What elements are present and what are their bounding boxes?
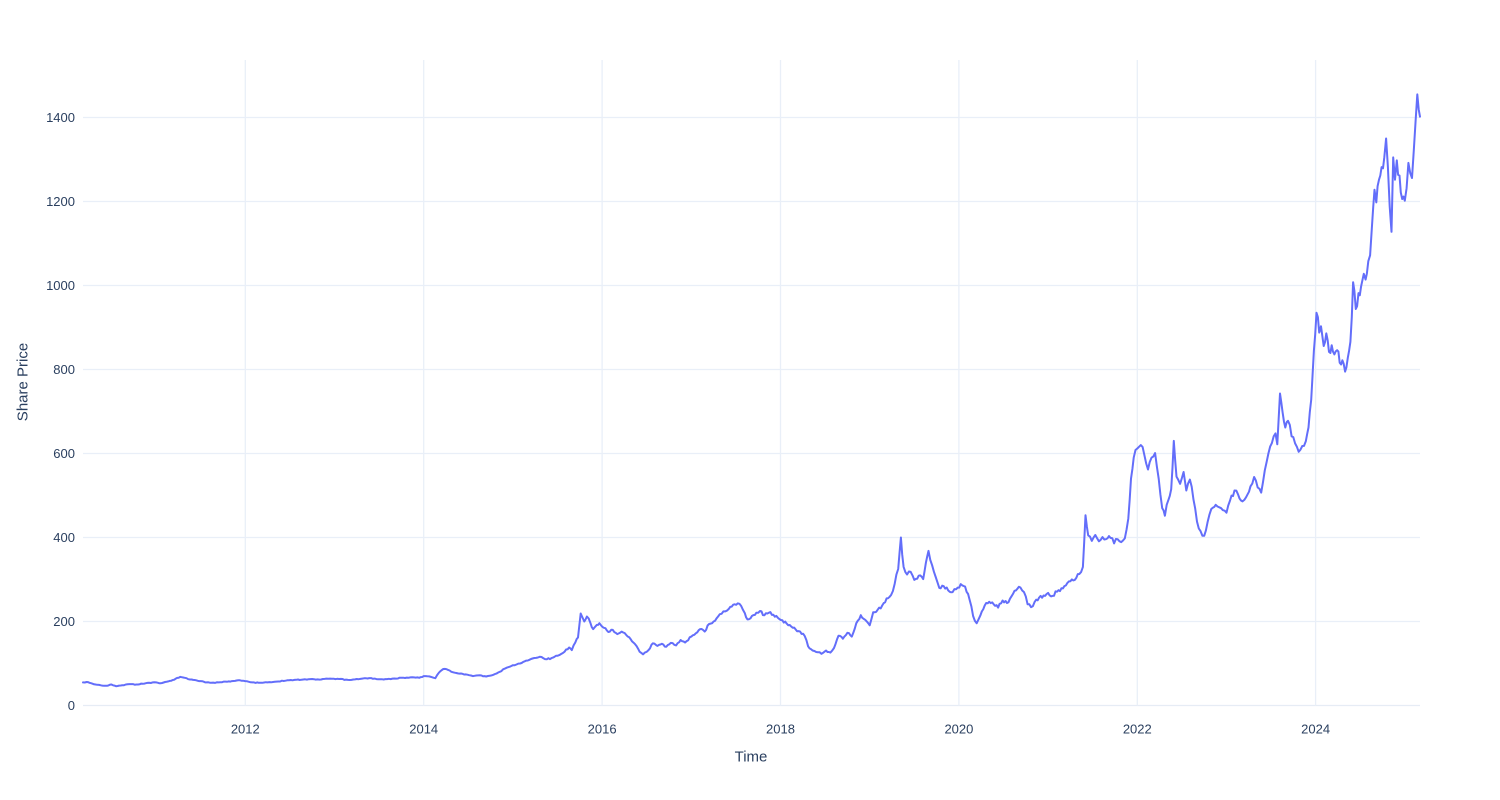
x-axis-title: Time	[734, 748, 768, 766]
x-tick-label: 2014	[409, 722, 438, 737]
x-tick-label: 2012	[231, 722, 260, 737]
y-tick-label: 400	[53, 530, 75, 545]
x-tick-label: 2022	[1123, 722, 1152, 737]
y-tick-label: 600	[53, 446, 75, 461]
y-tick-label: 0	[68, 698, 75, 713]
x-tick-label: 2016	[588, 722, 617, 737]
x-tick-label: 2020	[944, 722, 973, 737]
x-tick-label: 2018	[766, 722, 795, 737]
y-tick-label: 1000	[46, 278, 75, 293]
y-tick-label: 1400	[46, 110, 75, 125]
y-axis-title: Share Price	[14, 342, 32, 422]
price-line	[82, 93, 1421, 688]
y-tick-label: 200	[53, 614, 75, 629]
y-tick-label: 800	[53, 362, 75, 377]
x-tick-label: 2024	[1301, 722, 1330, 737]
y-tick-label: 1200	[46, 194, 75, 209]
